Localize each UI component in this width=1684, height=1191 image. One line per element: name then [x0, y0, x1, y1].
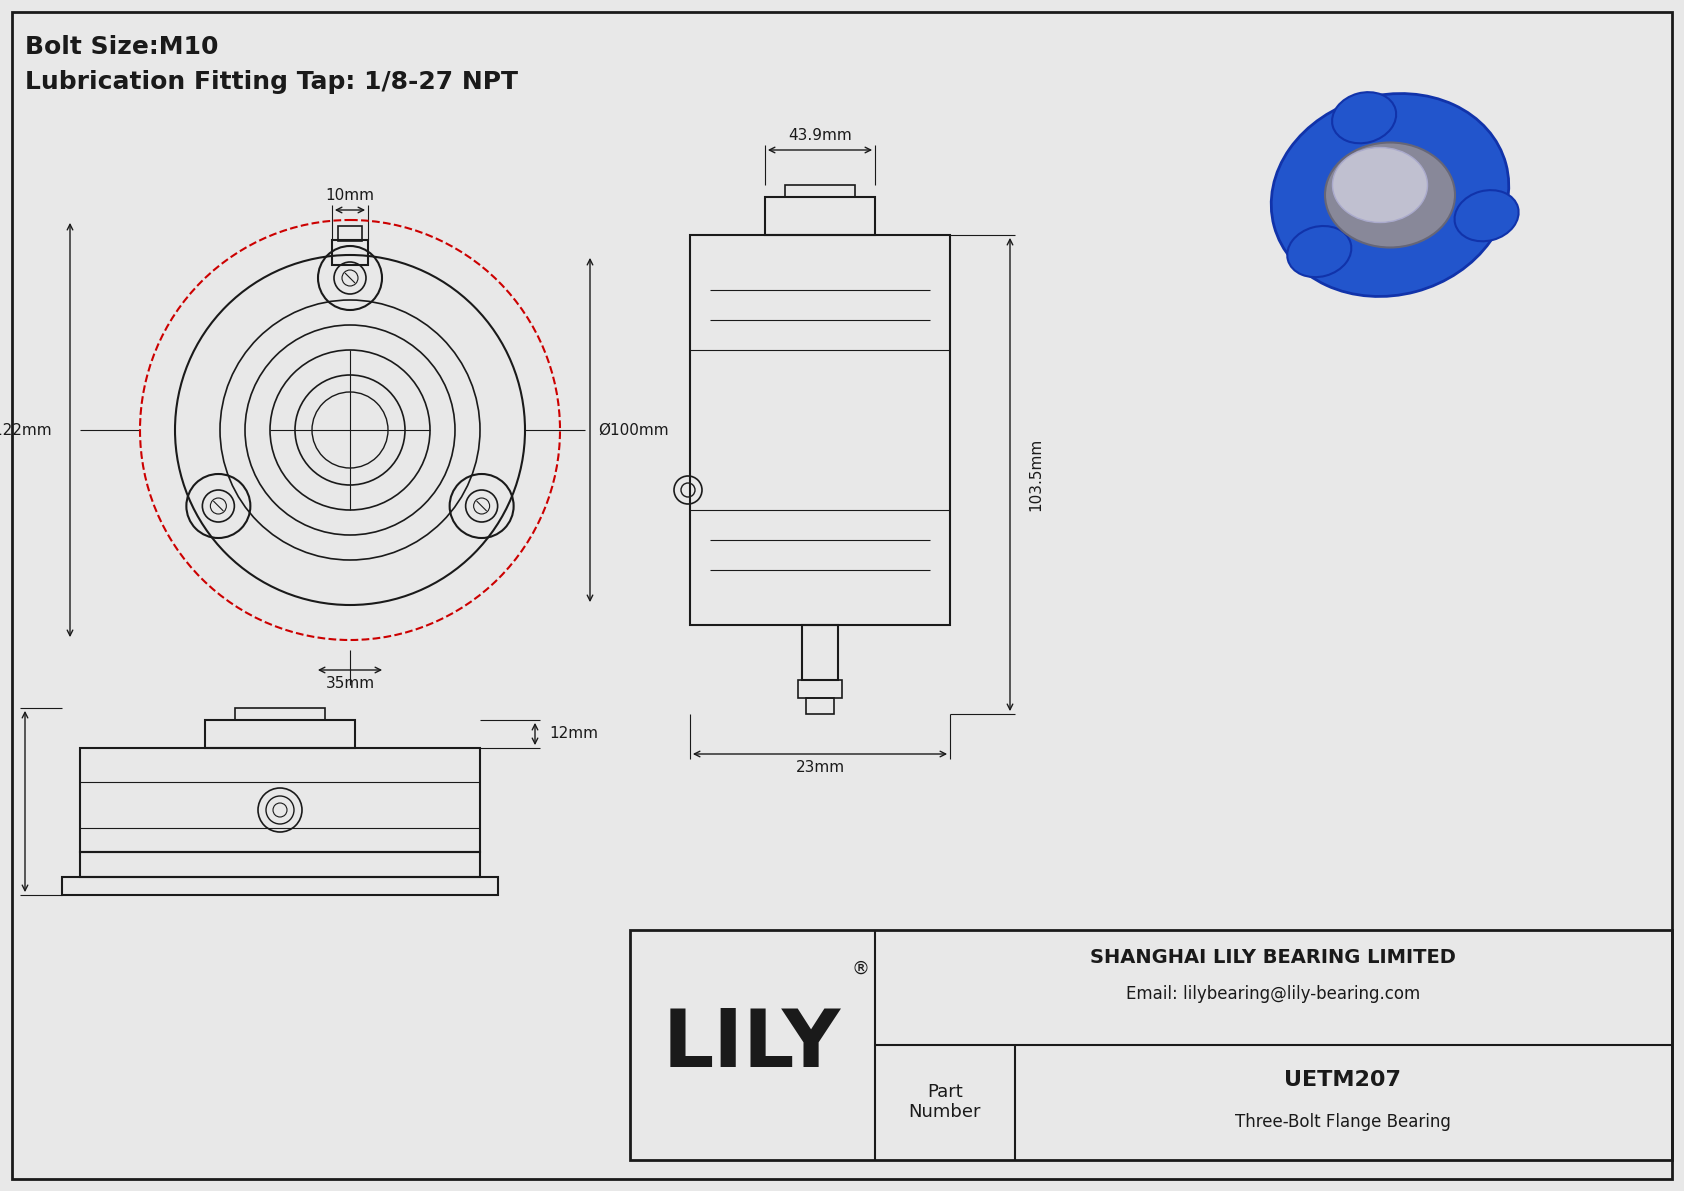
Bar: [205, 721, 355, 748]
Text: 103.5mm: 103.5mm: [1027, 437, 1042, 511]
Bar: [81, 748, 480, 852]
Text: 43.9mm: 43.9mm: [788, 129, 852, 143]
Bar: [338, 226, 362, 241]
Bar: [798, 680, 842, 698]
Bar: [236, 707, 325, 721]
Ellipse shape: [1332, 92, 1396, 143]
Text: 35mm: 35mm: [325, 676, 374, 692]
Bar: [690, 235, 950, 625]
Bar: [807, 698, 834, 713]
Bar: [802, 625, 839, 680]
Bar: [785, 185, 855, 197]
Bar: [81, 852, 480, 877]
Text: Bolt Size:M10: Bolt Size:M10: [25, 35, 219, 60]
Text: 12mm: 12mm: [549, 727, 598, 742]
Bar: [332, 241, 369, 266]
Bar: [630, 930, 1672, 1160]
Ellipse shape: [1287, 226, 1351, 278]
Text: LILY: LILY: [663, 1006, 840, 1084]
Text: 38mm: 38mm: [0, 777, 3, 825]
Ellipse shape: [1455, 191, 1519, 242]
Text: 10mm: 10mm: [325, 188, 374, 204]
Ellipse shape: [1332, 148, 1428, 223]
Bar: [62, 877, 498, 894]
Text: Lubrication Fitting Tap: 1/8-27 NPT: Lubrication Fitting Tap: 1/8-27 NPT: [25, 70, 519, 94]
Text: Ø100mm: Ø100mm: [598, 423, 669, 437]
Ellipse shape: [1271, 94, 1509, 297]
Text: SHANGHAI LILY BEARING LIMITED: SHANGHAI LILY BEARING LIMITED: [1090, 948, 1457, 967]
Ellipse shape: [1325, 143, 1455, 248]
Text: ®: ®: [850, 960, 869, 978]
Text: Three-Bolt Flange Bearing: Three-Bolt Flange Bearing: [1234, 1114, 1452, 1131]
Text: Ø122mm: Ø122mm: [0, 423, 52, 437]
Text: UETM207: UETM207: [1285, 1070, 1401, 1090]
Text: Part
Number: Part Number: [909, 1083, 982, 1122]
Bar: [765, 197, 876, 235]
Text: Email: lilybearing@lily-bearing.com: Email: lilybearing@lily-bearing.com: [1127, 985, 1420, 1003]
Text: 23mm: 23mm: [795, 761, 845, 775]
